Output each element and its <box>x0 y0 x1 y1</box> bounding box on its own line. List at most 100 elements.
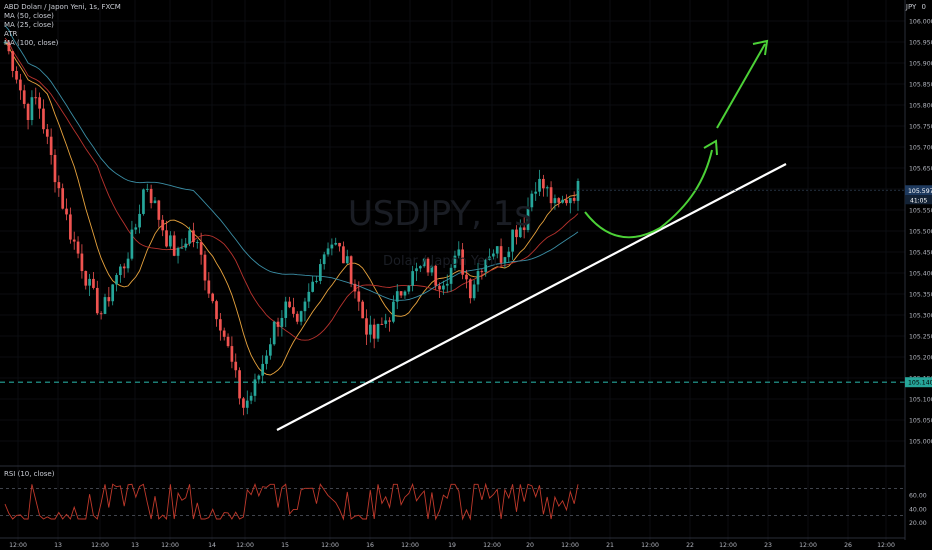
symbol-title[interactable]: ABD Doları / Japon Yeni, 1s, FXCM <box>4 3 121 11</box>
candle-body <box>188 230 191 244</box>
last-price-label: 105.597 <box>908 188 932 195</box>
candle-body <box>422 258 426 267</box>
candle-body <box>245 400 249 408</box>
candle-body <box>53 154 57 183</box>
candle-body <box>34 97 38 99</box>
projection-arrowhead-1 <box>703 139 718 156</box>
ma100-line <box>4 25 579 301</box>
price-tick-label: 106.000 <box>909 19 932 26</box>
candle-body <box>407 285 411 292</box>
candle-body <box>261 363 265 376</box>
time-tick-label: 12:00 <box>161 542 179 549</box>
candle-body <box>142 189 145 214</box>
candle-body <box>542 178 545 189</box>
candle-body <box>295 313 299 322</box>
candle-body <box>430 265 434 273</box>
candle-body <box>22 90 26 104</box>
candle-body <box>45 129 49 137</box>
currency-code: JPY <box>905 3 917 11</box>
time-tick-label: 15 <box>281 542 289 549</box>
candle-body <box>342 246 345 264</box>
price-tick-label: 105.100 <box>909 397 932 404</box>
candle-body <box>557 198 561 203</box>
time-tick-label: 12:00 <box>483 542 501 549</box>
time-tick-label: 13 <box>131 542 139 549</box>
price-tick-label: 105.700 <box>909 145 932 152</box>
candle-body <box>99 313 103 315</box>
rsi-tick-label: 20.00 <box>909 520 927 527</box>
timer-label: 41:05 <box>910 197 927 204</box>
indicator-ma50[interactable]: MA (50, close) <box>4 12 54 20</box>
candle-body <box>392 301 395 322</box>
candle-body <box>126 258 130 269</box>
drawings[interactable] <box>0 39 905 431</box>
candle-body <box>172 235 176 256</box>
candle-body <box>538 178 541 192</box>
candle-body <box>111 284 115 302</box>
price-tags: 105.597 41:05 105.140 <box>578 185 932 388</box>
candle-body <box>292 307 295 314</box>
candle-body <box>503 257 507 263</box>
time-axis[interactable]: 12:00 13 12:00 13 12:00 14 12:00 15 12:00 16 12:00… <box>0 537 905 549</box>
moving-averages <box>4 25 579 376</box>
time-tick-label: 16 <box>366 542 374 549</box>
candle-body <box>3 42 7 44</box>
candle-body <box>238 370 241 399</box>
candle-body <box>7 42 11 52</box>
price-tick-label: 105.050 <box>909 418 932 425</box>
candle-body <box>453 255 457 268</box>
candle-body <box>438 285 441 290</box>
rsi-indicator-label[interactable]: RSI (10, close) <box>4 470 55 478</box>
ma50-line <box>4 37 579 341</box>
indicator-ma100[interactable]: MA (100, close) <box>4 39 59 47</box>
candle-body <box>380 323 384 325</box>
indicator-atr[interactable]: ATR <box>4 30 18 38</box>
candle-body <box>134 227 138 230</box>
candle-body <box>269 344 272 356</box>
price-tick-label: 105.950 <box>909 40 932 47</box>
candle-body <box>480 271 484 273</box>
candle-body <box>61 188 65 209</box>
candle-body <box>253 379 257 396</box>
indicator-ma25[interactable]: MA (25, close) <box>4 21 54 29</box>
candle-body <box>368 324 372 335</box>
currency-label[interactable]: JPY 0 <box>906 3 926 11</box>
candle-body <box>176 247 180 256</box>
candle-body <box>511 229 514 252</box>
dash-level-label: 105.140 <box>908 380 932 387</box>
timer-tag <box>905 195 932 205</box>
price-tick-label: 105.000 <box>909 439 932 446</box>
price-tick-label: 105.400 <box>909 271 932 278</box>
rsi-tick-label: 60.00 <box>909 493 927 500</box>
price-axis[interactable]: 106.000 105.950 105.900 105.850 105.800 105.7… <box>904 0 932 540</box>
price-tick-label: 105.200 <box>909 355 932 362</box>
candle-body <box>153 200 157 204</box>
price-tick-label: 105.300 <box>909 313 932 320</box>
candle-body <box>122 266 126 269</box>
time-tick-label: 22 <box>686 542 694 549</box>
candle-body <box>488 256 491 260</box>
candle-body <box>161 219 165 231</box>
candle-body <box>230 346 234 362</box>
price-tick-label: 105.650 <box>909 166 932 173</box>
price-tick-label: 105.350 <box>909 292 932 299</box>
candle-body <box>145 188 149 190</box>
candle-body <box>576 180 580 201</box>
time-tick-label: 12:00 <box>401 542 419 549</box>
candle-body <box>468 279 472 299</box>
candle-body <box>484 259 488 272</box>
chart-legend: ABD Doları / Japon Yeni, 1s, FXCM MA (50… <box>4 3 121 48</box>
candle-body <box>434 265 438 286</box>
candle-body <box>76 241 80 254</box>
candle-body <box>365 318 368 335</box>
time-tick-label: 20 <box>526 542 534 549</box>
candle-body <box>445 283 449 286</box>
candle-body <box>534 191 538 194</box>
candle-body <box>234 361 238 371</box>
candle-body <box>272 321 276 345</box>
rsi-pane: 60.00 40.00 20.00 <box>0 465 927 527</box>
rsi-line <box>4 482 579 521</box>
price-tick-label: 105.500 <box>909 229 932 236</box>
candle-body <box>492 253 495 257</box>
